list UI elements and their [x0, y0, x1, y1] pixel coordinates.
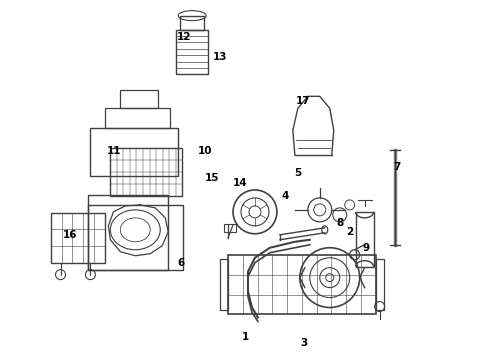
Text: 17: 17 [295, 96, 310, 106]
Bar [110, 148, 182, 196]
Text: 2: 2 [346, 227, 354, 237]
Bar [180, 15, 204, 30]
Bar [89, 205, 183, 270]
Text: 11: 11 [107, 145, 122, 156]
Text: 3: 3 [300, 338, 307, 348]
Text: 10: 10 [197, 145, 212, 156]
Text: 7: 7 [393, 162, 400, 172]
Bar [91, 128, 178, 176]
Bar [50, 213, 105, 263]
Bar [356, 212, 374, 267]
Bar [376, 259, 384, 310]
Bar [105, 108, 170, 128]
Bar [228, 255, 376, 315]
Text: 15: 15 [204, 173, 219, 183]
Text: 12: 12 [177, 32, 191, 42]
Text: 16: 16 [63, 230, 77, 239]
Text: 14: 14 [233, 178, 247, 188]
Bar [176, 30, 208, 75]
Text: 9: 9 [363, 243, 370, 253]
Bar [220, 259, 228, 310]
Text: 4: 4 [281, 191, 289, 201]
Text: 6: 6 [178, 258, 185, 268]
Bar [89, 195, 168, 270]
Text: 1: 1 [242, 332, 248, 342]
Text: 8: 8 [337, 218, 344, 228]
Text: 13: 13 [212, 52, 227, 62]
Text: 5: 5 [294, 168, 301, 178]
Bar [121, 90, 158, 108]
Bar [224, 224, 236, 232]
